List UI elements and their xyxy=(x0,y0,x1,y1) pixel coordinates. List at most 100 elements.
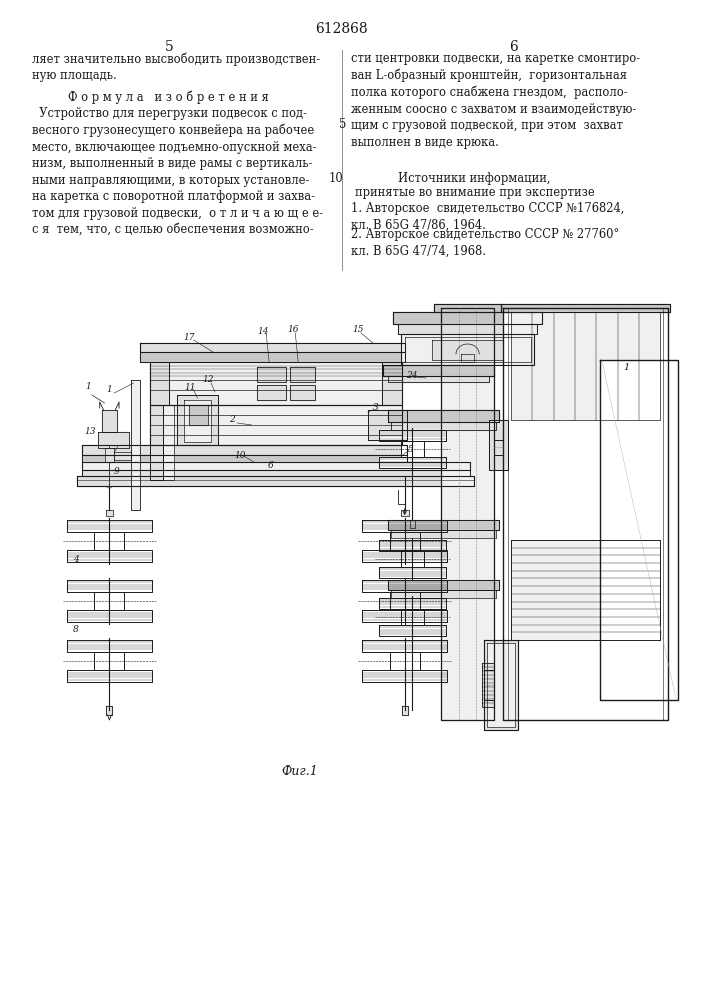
Polygon shape xyxy=(150,405,402,445)
Polygon shape xyxy=(401,609,424,625)
Polygon shape xyxy=(257,385,286,400)
Polygon shape xyxy=(493,440,503,455)
Polygon shape xyxy=(378,567,446,578)
Polygon shape xyxy=(388,520,498,530)
Polygon shape xyxy=(362,670,448,682)
Polygon shape xyxy=(150,362,170,405)
Polygon shape xyxy=(95,532,124,550)
Text: 9: 9 xyxy=(113,468,119,477)
Text: 5: 5 xyxy=(408,446,414,454)
Text: принятые во внимание при экспертизе: принятые во внимание при экспертизе xyxy=(354,186,595,199)
Polygon shape xyxy=(78,476,474,486)
Polygon shape xyxy=(433,304,501,312)
Polygon shape xyxy=(391,590,496,598)
Polygon shape xyxy=(95,652,124,670)
Polygon shape xyxy=(141,352,404,362)
Polygon shape xyxy=(461,354,474,362)
Polygon shape xyxy=(393,312,542,324)
Polygon shape xyxy=(388,376,489,382)
Polygon shape xyxy=(82,470,469,476)
Text: 6: 6 xyxy=(509,40,518,54)
Text: Источники информации,: Источники информации, xyxy=(398,172,551,185)
Polygon shape xyxy=(378,457,446,468)
Polygon shape xyxy=(66,580,152,592)
Text: 8: 8 xyxy=(73,626,78,635)
Text: 14: 14 xyxy=(257,326,269,336)
Polygon shape xyxy=(66,520,152,532)
Text: 5: 5 xyxy=(339,118,346,131)
Text: 2. Авторское свидетельство СССР № 27760°
кл. В 65G 47/74, 1968.: 2. Авторское свидетельство СССР № 27760°… xyxy=(351,228,619,257)
Polygon shape xyxy=(95,592,124,610)
Text: 612868: 612868 xyxy=(315,22,368,36)
Polygon shape xyxy=(489,420,508,470)
Polygon shape xyxy=(291,385,315,400)
Text: Фuг.1: Фuг.1 xyxy=(282,765,318,778)
Text: 6: 6 xyxy=(268,460,274,470)
Polygon shape xyxy=(362,580,448,592)
Polygon shape xyxy=(378,598,446,609)
Text: 1: 1 xyxy=(107,385,112,394)
Polygon shape xyxy=(257,367,286,382)
Polygon shape xyxy=(107,706,112,715)
Text: 5: 5 xyxy=(165,40,174,54)
Polygon shape xyxy=(115,452,131,460)
Text: 10: 10 xyxy=(234,450,246,460)
Polygon shape xyxy=(378,430,446,441)
Text: Устройство для перегрузки подвесок с под-
весного грузонесущего конвейера на раб: Устройство для перегрузки подвесок с под… xyxy=(32,107,323,236)
Polygon shape xyxy=(391,530,496,538)
Polygon shape xyxy=(150,405,163,480)
Polygon shape xyxy=(189,405,208,425)
Polygon shape xyxy=(66,670,152,682)
Polygon shape xyxy=(401,334,534,365)
Polygon shape xyxy=(482,663,493,707)
Polygon shape xyxy=(378,625,446,636)
Polygon shape xyxy=(66,610,152,622)
Text: 17: 17 xyxy=(183,332,194,342)
Text: 4: 4 xyxy=(73,556,78,564)
Text: 1: 1 xyxy=(624,363,629,372)
Polygon shape xyxy=(66,550,152,562)
Polygon shape xyxy=(390,592,419,610)
Polygon shape xyxy=(402,706,408,715)
Polygon shape xyxy=(131,380,141,510)
Polygon shape xyxy=(105,510,113,516)
Polygon shape xyxy=(383,365,493,376)
Polygon shape xyxy=(388,580,498,590)
Polygon shape xyxy=(291,367,315,382)
Polygon shape xyxy=(177,395,218,445)
Polygon shape xyxy=(390,532,419,550)
Polygon shape xyxy=(368,410,407,440)
Polygon shape xyxy=(141,343,404,352)
Polygon shape xyxy=(401,441,424,457)
Polygon shape xyxy=(391,422,496,430)
Text: 11: 11 xyxy=(184,382,196,391)
Text: Ф о р м у л а   и з о б р е т е н и я: Ф о р м у л а и з о б р е т е н и я xyxy=(68,90,269,104)
Text: сти центровки подвески, на каретке смонтиро-
ван L-образный кронштейн,  горизонт: сти центровки подвески, на каретке смонт… xyxy=(351,52,641,149)
Polygon shape xyxy=(484,640,518,730)
Text: 7: 7 xyxy=(113,446,119,454)
Text: ляет значительно высвободить производствен-
ную площадь.: ляет значительно высвободить производств… xyxy=(32,52,320,82)
Polygon shape xyxy=(484,670,493,700)
Text: 15: 15 xyxy=(353,326,364,334)
Text: 1: 1 xyxy=(86,382,91,391)
Polygon shape xyxy=(401,551,424,567)
Polygon shape xyxy=(378,540,446,551)
Polygon shape xyxy=(150,362,402,405)
Polygon shape xyxy=(432,340,503,360)
Polygon shape xyxy=(388,410,498,422)
Polygon shape xyxy=(105,448,115,462)
Polygon shape xyxy=(362,610,448,622)
Polygon shape xyxy=(163,405,174,480)
Polygon shape xyxy=(511,312,660,420)
Text: 1. Авторское  свидетельство СССР №176824,
кл. В 65G 47/86, 1964.: 1. Авторское свидетельство СССР №176824,… xyxy=(351,202,625,232)
Polygon shape xyxy=(409,520,415,528)
Polygon shape xyxy=(184,400,211,442)
Polygon shape xyxy=(501,304,670,312)
Polygon shape xyxy=(487,643,515,727)
Text: 2: 2 xyxy=(230,416,235,424)
Polygon shape xyxy=(398,324,537,334)
Text: 16: 16 xyxy=(288,326,299,334)
Polygon shape xyxy=(82,462,469,470)
Text: 10: 10 xyxy=(329,172,344,185)
Polygon shape xyxy=(511,540,660,640)
